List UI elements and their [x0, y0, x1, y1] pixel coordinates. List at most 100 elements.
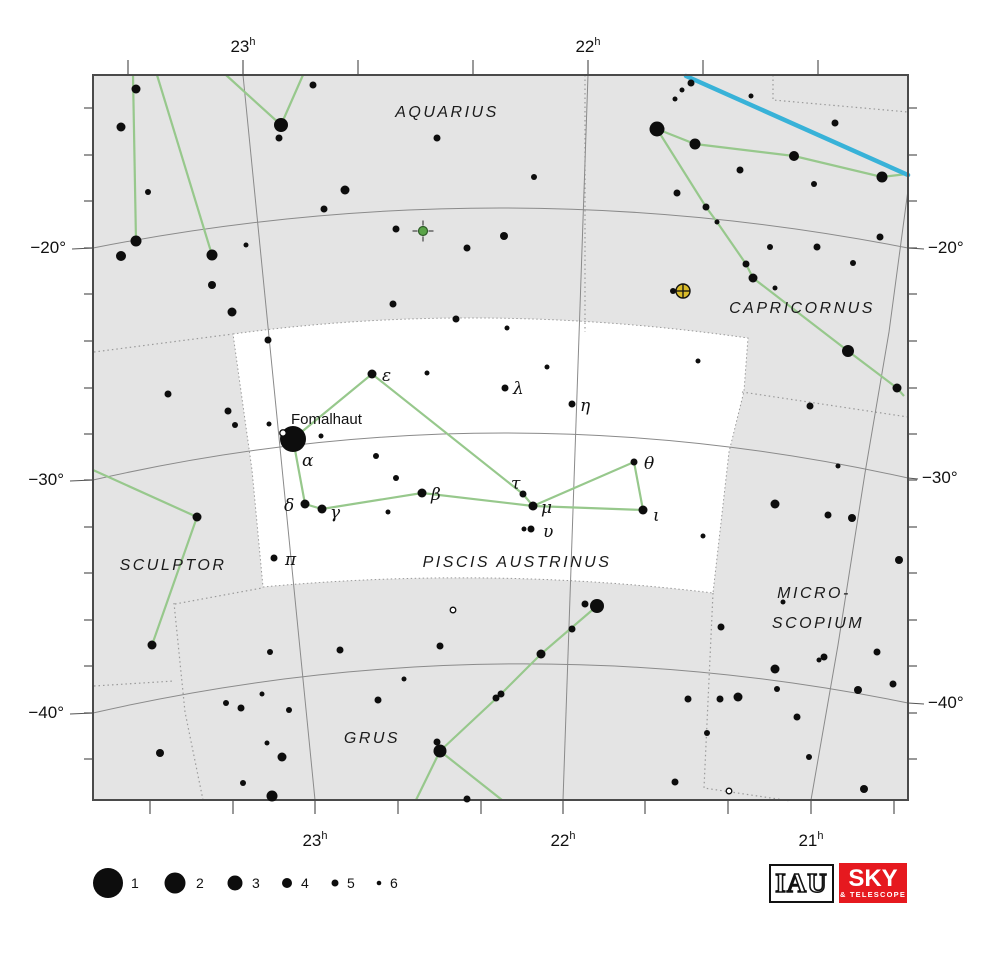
star — [192, 512, 202, 522]
ra-gridline — [242, 74, 316, 801]
star — [531, 174, 537, 180]
ring-star — [279, 429, 287, 437]
star — [259, 691, 265, 697]
piscis-austrinus-region — [232, 317, 749, 594]
star-label: τ — [511, 474, 521, 494]
star — [501, 384, 509, 392]
star-label: π — [284, 550, 297, 570]
star — [500, 232, 508, 240]
star-label: θ — [644, 454, 654, 474]
constellation-line — [415, 750, 441, 801]
legend-magnitude-label: 2 — [196, 875, 204, 891]
legend-magnitude-label: 5 — [347, 875, 355, 891]
star — [266, 421, 272, 427]
star — [789, 151, 799, 161]
star — [704, 730, 710, 736]
star — [392, 225, 400, 233]
star — [813, 243, 821, 251]
constellation-line — [155, 74, 214, 256]
star — [519, 490, 527, 498]
star — [401, 676, 407, 682]
star — [389, 300, 397, 308]
star — [317, 504, 327, 514]
star — [164, 390, 172, 398]
star — [742, 260, 750, 268]
star — [590, 599, 604, 613]
star-label: υ — [543, 522, 553, 542]
star-label: λ — [512, 379, 524, 399]
star — [568, 625, 576, 633]
star — [227, 307, 237, 317]
star — [672, 96, 678, 102]
star — [733, 692, 743, 702]
star — [687, 79, 695, 87]
star-label: μ — [541, 498, 552, 518]
star — [716, 695, 724, 703]
star — [770, 664, 780, 674]
star — [873, 648, 881, 656]
star — [274, 118, 288, 132]
star — [240, 780, 246, 786]
constellation-boundary — [174, 587, 263, 605]
star — [267, 649, 273, 655]
star — [770, 499, 780, 509]
constellation-label: PISCIS AUSTRINUS — [423, 554, 612, 571]
dec-label-right: −30° — [922, 468, 958, 487]
star — [367, 369, 377, 379]
dec-gridline — [92, 432, 909, 481]
star — [436, 642, 444, 650]
right-label-leader — [907, 702, 925, 705]
constellation-label: SCULPTOR — [120, 557, 227, 574]
star — [889, 680, 897, 688]
star — [536, 649, 546, 659]
legend-magnitude-label: 6 — [390, 875, 398, 891]
legend-magnitude-label: 4 — [301, 875, 309, 891]
star — [528, 501, 538, 511]
dec-label-right: −40° — [928, 693, 964, 712]
star — [463, 795, 471, 803]
ra-label-bottom: 22h — [550, 830, 575, 850]
star — [336, 646, 344, 654]
star — [748, 93, 754, 99]
star — [147, 640, 157, 650]
constellation-line — [439, 750, 503, 801]
ecliptic-line — [683, 73, 911, 178]
star — [714, 219, 720, 225]
star — [237, 704, 245, 712]
star — [670, 288, 676, 294]
star — [156, 749, 164, 757]
star — [264, 336, 272, 344]
star — [433, 134, 441, 142]
star — [679, 87, 685, 93]
constellation-line — [292, 372, 534, 507]
star — [433, 738, 441, 746]
star — [702, 203, 710, 211]
star — [824, 511, 832, 519]
star — [772, 285, 778, 291]
star-label: ε — [382, 366, 391, 386]
star — [131, 84, 141, 94]
star — [806, 754, 812, 760]
star — [700, 533, 706, 539]
star — [581, 600, 589, 608]
constellation-label: MICRO- — [777, 585, 851, 602]
star — [116, 122, 126, 132]
star — [854, 686, 862, 694]
constellation-label: SCOPIUM — [772, 615, 864, 632]
ra-label-top: 22h — [575, 36, 600, 56]
dec-label-left: −20° — [30, 238, 66, 257]
star — [417, 488, 427, 498]
dec-label-right: −20° — [928, 238, 964, 257]
star — [860, 785, 868, 793]
star — [820, 653, 828, 661]
star — [497, 690, 505, 698]
dec-gridline — [92, 663, 909, 714]
star — [433, 744, 447, 758]
star — [393, 475, 399, 481]
star — [876, 171, 888, 183]
dec-gridline — [92, 207, 909, 249]
legend-magnitude-dot — [164, 872, 186, 894]
right-label-leader — [907, 477, 919, 480]
star — [223, 700, 229, 706]
